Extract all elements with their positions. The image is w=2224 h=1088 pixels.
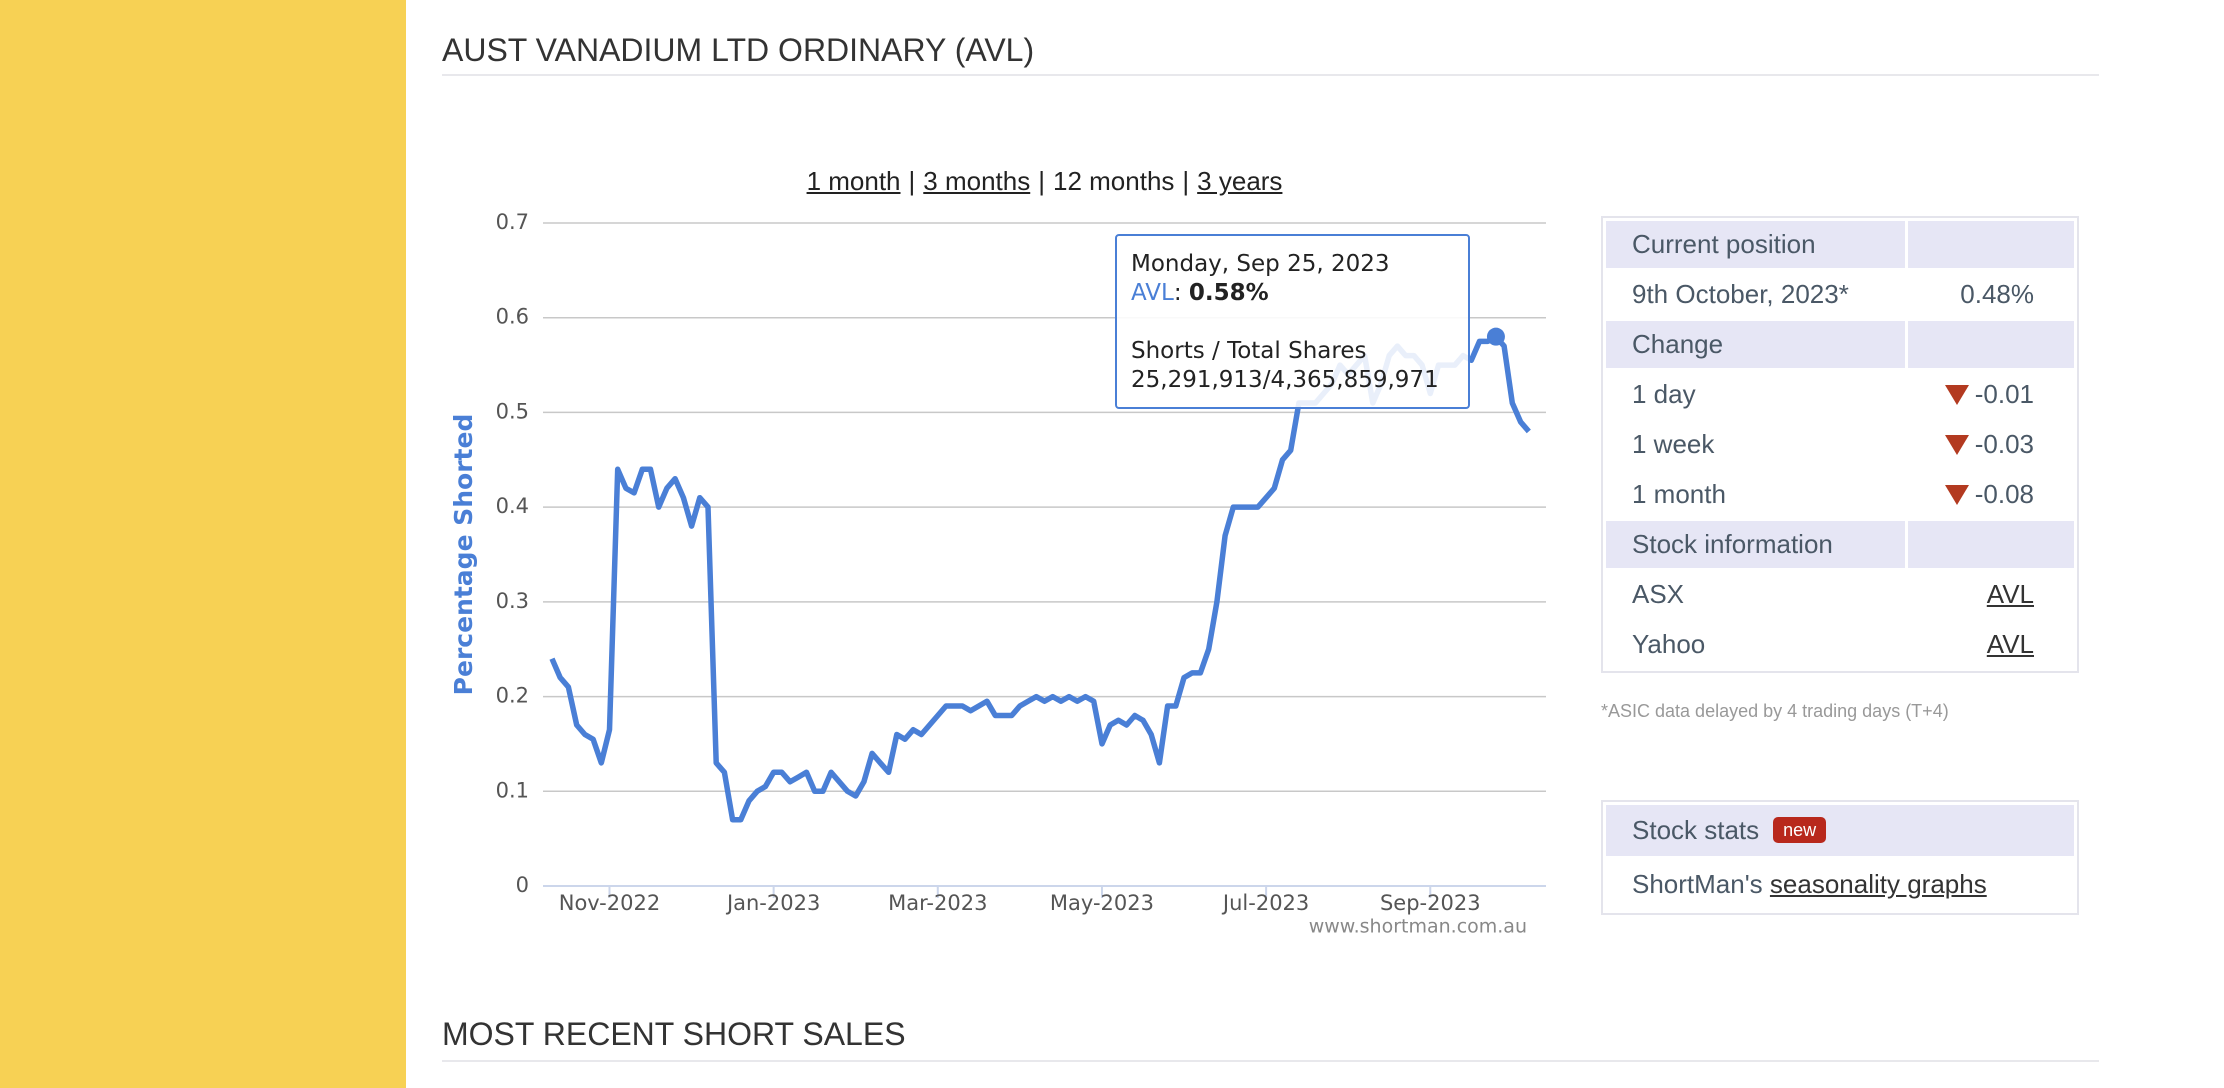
- section-rule: [442, 1060, 2099, 1062]
- x-tick-label: Mar-2023: [888, 891, 987, 915]
- header-cell: Stock information: [1606, 521, 1905, 568]
- stats-row: ShortMan's seasonality graphs: [1606, 859, 2074, 910]
- hover-point: [1486, 327, 1505, 346]
- row-value: -0.03: [1908, 421, 2074, 468]
- row-label: ASX: [1632, 579, 1685, 609]
- y-tick-label: 0.1: [496, 778, 529, 802]
- y-tick-label: 0.6: [496, 305, 529, 329]
- stats-header: Stock stats new: [1606, 805, 2074, 856]
- tooltip-date: Monday, Sep 25, 2023: [1131, 251, 1390, 277]
- table-row: 1 month -0.08: [1606, 471, 2074, 518]
- x-tick-label: Nov-2022: [559, 891, 660, 915]
- change-value: -0.01: [1974, 379, 2034, 409]
- header-row: Current position: [1606, 221, 2074, 268]
- y-tick-label: 0.5: [496, 399, 529, 423]
- header-row: Change: [1606, 321, 2074, 368]
- range-current: 12 months: [1053, 166, 1175, 196]
- footnote: *ASIC data delayed by 4 trading days (T+…: [1601, 701, 1949, 721]
- down-arrow: [1944, 435, 1969, 455]
- stock-link[interactable]: AVL: [1986, 579, 2034, 609]
- y-tick-label: 0.7: [496, 210, 529, 234]
- change-value: 0.48%: [1960, 279, 2034, 309]
- tooltip-series: AVL: [1131, 280, 1182, 306]
- down-arrow: [1944, 385, 1969, 405]
- y-tick-label: 0: [516, 873, 529, 897]
- table-row: ASX AVL: [1606, 571, 2074, 618]
- info-table: Current position 9th October, 2023* 0.48% C…: [1601, 216, 2079, 673]
- tooltip-value: 0.58%: [1188, 280, 1269, 306]
- tooltip-shares: 25,291,913/4,365,859,971: [1131, 367, 1439, 393]
- row-label: Yahoo: [1632, 629, 1706, 659]
- x-tick-label: Jan-2023: [725, 891, 820, 915]
- x-tick-label: Jul-2023: [1221, 891, 1309, 915]
- header-cell: [1908, 221, 2074, 268]
- table-row: 1 day -0.01: [1606, 371, 2074, 418]
- tooltip-value-row: AVL 0.58%: [1131, 279, 1454, 308]
- range-link[interactable]: 3 months: [923, 166, 1031, 196]
- row-value: 0.48%: [1908, 271, 2074, 318]
- page-title: AUST VANADIUM LTD ORDINARY (AVL): [442, 32, 1035, 68]
- x-tick-label: May-2023: [1050, 891, 1154, 915]
- stock-link[interactable]: AVL: [1986, 629, 2034, 659]
- header-cell: [1908, 521, 2074, 568]
- down-arrow: [1944, 485, 1969, 505]
- separator: |: [1038, 166, 1045, 196]
- tooltip: Monday, Sep 25, 2023 AVL 0.58% Shorts / …: [1115, 234, 1470, 409]
- table-row: 9th October, 2023* 0.48%: [1606, 271, 2074, 318]
- table-row: Yahoo AVL: [1606, 621, 2074, 668]
- table-row: 1 week -0.03: [1606, 421, 2074, 468]
- sidebar: [0, 0, 406, 1088]
- range-link[interactable]: 3 years: [1197, 166, 1283, 196]
- header-cell: Change: [1606, 321, 1905, 368]
- header-row: Stock information: [1606, 521, 2074, 568]
- watermark: www.shortman.com.au: [1309, 916, 1527, 938]
- row-label: 1 week: [1632, 429, 1715, 459]
- y-tick-label: 0.3: [496, 589, 529, 613]
- row-value: AVL: [1908, 571, 2074, 618]
- stats-title: Stock stats: [1632, 815, 1760, 845]
- separator: |: [1182, 166, 1190, 196]
- row-value: -0.01: [1908, 371, 2074, 418]
- row-label: 9th October, 2023*: [1632, 279, 1849, 309]
- new-badge: new: [1773, 817, 1827, 843]
- y-tick-label: 0.2: [496, 684, 529, 708]
- tooltip-shares-label: Shorts / Total Shares: [1131, 338, 1367, 364]
- y-axis-title: Percentage Shorted: [449, 414, 478, 696]
- y-tick-label: 0.4: [496, 494, 529, 518]
- header-cell: Current position: [1606, 221, 1905, 268]
- row-label: 1 month: [1632, 479, 1726, 509]
- x-tick-label: Sep-2023: [1380, 891, 1481, 915]
- series-line: [549, 333, 1531, 823]
- row-label: 1 day: [1632, 379, 1696, 409]
- title-rule: [442, 74, 2099, 76]
- stats-prefix: ShortMan's: [1632, 869, 1763, 899]
- row-value: AVL: [1908, 621, 2074, 668]
- row-value: -0.08: [1908, 471, 2074, 518]
- range-link[interactable]: 1 month: [806, 166, 901, 196]
- change-value: -0.03: [1974, 429, 2034, 459]
- seasonality-link[interactable]: seasonality graphs: [1769, 869, 1987, 899]
- section-title: MOST RECENT SHORT SALES: [442, 1016, 906, 1052]
- separator: |: [908, 166, 916, 196]
- range-selector: 1 month | 3 months | 12 months | 3 years: [543, 166, 1546, 197]
- stats-box: Stock stats new ShortMan's seasonality gr…: [1601, 800, 2079, 915]
- chart: 0 0.1 0.2 0.3 0.4 0.5 0.6 0.7 Nov-2022 Jan-2023 Ma…: [449, 210, 1546, 938]
- header-cell: [1908, 321, 2074, 368]
- change-value: -0.08: [1974, 479, 2034, 509]
